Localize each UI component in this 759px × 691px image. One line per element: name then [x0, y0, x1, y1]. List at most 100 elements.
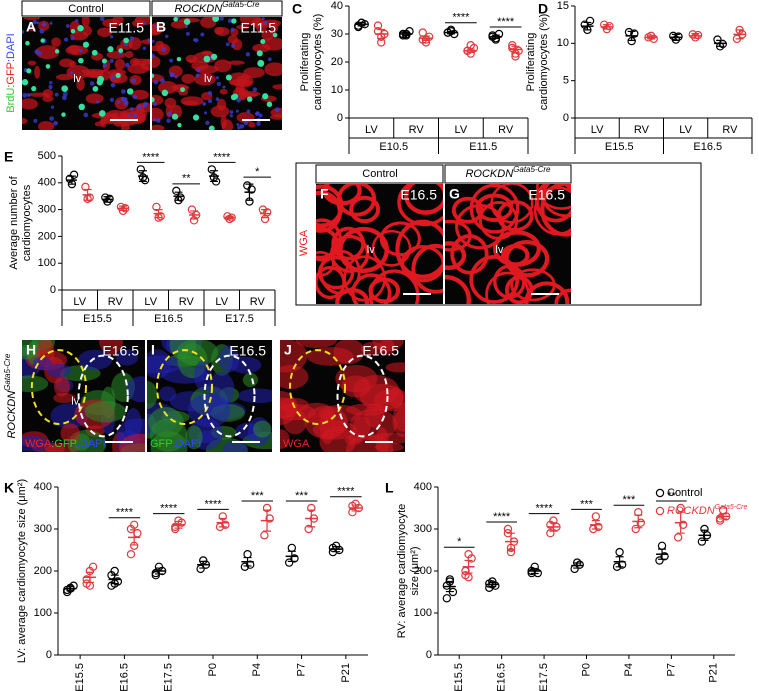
tissue	[109, 73, 128, 84]
nucleus	[124, 62, 130, 68]
x-tick-label: P21	[340, 663, 352, 683]
error-bar	[357, 21, 366, 27]
tissue	[182, 100, 199, 106]
membrane	[368, 269, 420, 304]
significance-label: *	[457, 536, 462, 548]
signal	[295, 340, 338, 348]
error-bar	[225, 215, 234, 220]
brdu-cell	[54, 49, 60, 54]
y-axis-label: cardiomyocytes	[21, 184, 33, 261]
x-tick-label: P7	[295, 663, 307, 676]
nucleus	[127, 113, 131, 117]
error-bar	[377, 28, 386, 40]
x-tick-label: RV	[498, 124, 514, 136]
outline-yellow	[30, 349, 87, 426]
stage-label: E11.5	[240, 20, 276, 36]
error-bar	[85, 571, 94, 583]
nucleus	[89, 81, 95, 86]
significance-label: ****	[452, 12, 470, 24]
signal	[126, 376, 145, 403]
data-point	[247, 185, 256, 194]
y-axis-label: LV: average cardiomyocyte size (μm²)	[16, 479, 28, 663]
membrane	[469, 184, 520, 234]
error-bar	[634, 514, 643, 529]
membrane	[492, 230, 541, 267]
group-label: E17.5	[225, 313, 254, 325]
x-tick-label: LV	[679, 124, 692, 136]
error-bar	[66, 585, 75, 592]
nucleus	[83, 112, 89, 118]
membrane	[349, 195, 381, 224]
texture	[445, 184, 571, 304]
brdu-cell	[101, 58, 107, 64]
error-bar	[130, 529, 139, 546]
tissue	[28, 27, 37, 32]
legend-sup: Gata5-Cre	[715, 504, 748, 511]
legend-marker	[655, 488, 665, 498]
data-point	[129, 520, 139, 530]
tissue	[22, 98, 39, 110]
tissue	[194, 65, 219, 74]
x-tick-label: RV	[250, 296, 266, 308]
brdu-cell	[31, 86, 37, 92]
stage-label: E16.5	[362, 343, 399, 359]
tissue	[152, 24, 162, 36]
stage-label: E11.5	[108, 20, 144, 36]
significance-label: ****	[497, 16, 515, 28]
nucleus	[131, 78, 136, 84]
signal	[53, 392, 76, 404]
stage-label: E16.5	[229, 343, 266, 359]
nucleus	[136, 105, 140, 109]
nucleus	[143, 101, 149, 107]
significance-label: *	[255, 166, 260, 178]
nucleus	[154, 24, 158, 28]
tissue	[76, 77, 85, 91]
nucleus	[194, 38, 199, 43]
tissue	[42, 88, 54, 98]
x-tick-label: E16.5	[118, 663, 130, 691]
membrane	[400, 245, 443, 283]
membrane	[404, 184, 443, 215]
nucleus	[109, 97, 115, 103]
genotype: ROCKDN	[465, 168, 513, 180]
nucleus	[109, 35, 114, 39]
nucleus	[166, 118, 171, 123]
error-bar	[466, 48, 475, 54]
y-axis-label: Average number of	[8, 175, 20, 269]
y-tick-label: 20	[331, 56, 343, 68]
y-axis-label: RV: average cardiomyocyte	[396, 504, 408, 639]
data-point	[467, 554, 476, 563]
membrane	[411, 243, 443, 294]
panel-label: D	[538, 1, 548, 17]
y-axis-label: size (μm²)	[409, 546, 421, 595]
brdu-cell	[171, 113, 179, 120]
stain-label: BrdU:GFP:DAPI	[5, 33, 17, 112]
membrane	[379, 221, 421, 257]
brdu-cell	[45, 64, 51, 69]
genotype-sup: Gata5-Cre	[3, 353, 12, 391]
tissue	[220, 115, 227, 129]
error-bar	[154, 209, 163, 219]
header-box	[21, 0, 151, 17]
brdu-cell	[262, 93, 269, 100]
brdu-cell	[260, 38, 266, 45]
signal	[149, 418, 188, 452]
nucleus	[129, 36, 135, 41]
membrane	[316, 218, 342, 262]
membrane	[536, 184, 571, 210]
data-point	[287, 543, 297, 553]
data-point	[152, 202, 161, 212]
nucleus	[252, 87, 258, 92]
header-box	[151, 0, 283, 17]
brdu-cell	[118, 48, 124, 53]
brdu-cell	[40, 38, 45, 43]
error-bar	[735, 29, 744, 40]
nucleus	[54, 92, 59, 97]
y-tick-label: 0	[563, 112, 569, 124]
error-bar	[243, 556, 252, 567]
tissue	[272, 84, 282, 90]
nucleus	[230, 43, 236, 48]
significance-label: ****	[213, 151, 231, 163]
nucleus	[160, 78, 165, 84]
signal	[32, 356, 53, 371]
